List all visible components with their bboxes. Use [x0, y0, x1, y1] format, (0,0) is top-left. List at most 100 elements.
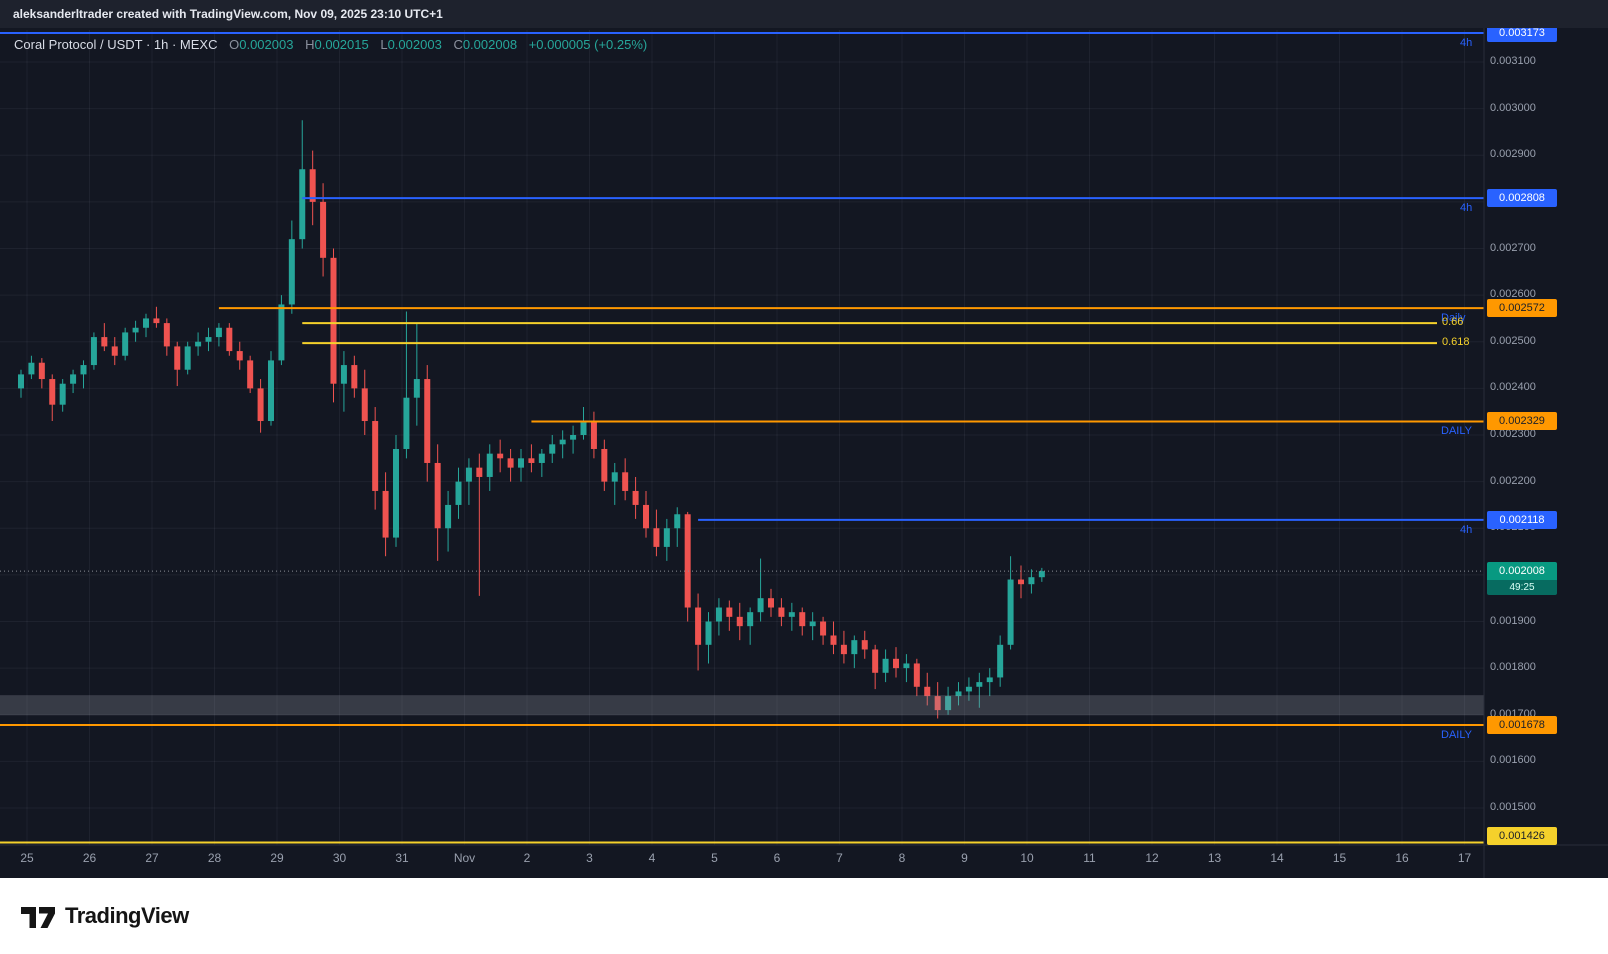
high-label: H — [305, 37, 315, 52]
candle-body — [611, 472, 618, 482]
attribution-bar: aleksanderltrader created with TradingVi… — [0, 0, 1608, 28]
candle-body — [1038, 571, 1045, 578]
candle-body — [18, 374, 24, 389]
candle-body — [747, 612, 754, 627]
candle-body — [476, 467, 483, 477]
candle-body — [163, 323, 170, 347]
candle-body — [976, 682, 983, 687]
candle-body — [70, 374, 77, 384]
candle-body — [330, 257, 337, 384]
candle-body — [997, 644, 1004, 678]
tradingview-logo-icon — [21, 906, 55, 928]
candle-body — [278, 304, 285, 361]
candle-body — [424, 379, 431, 463]
candle-body — [49, 379, 56, 405]
candle-body — [257, 388, 264, 422]
candle-body — [299, 169, 306, 240]
candle-body — [528, 458, 535, 463]
candle-body — [955, 691, 962, 697]
candle-body — [674, 514, 681, 529]
candle-body — [580, 421, 587, 435]
candle-body — [309, 169, 316, 202]
candle-body — [924, 686, 931, 697]
candle-body — [174, 346, 181, 370]
candle-body — [247, 360, 254, 389]
candle-body — [518, 458, 524, 468]
candle-body — [455, 481, 462, 505]
high-value: 0.002015 — [314, 37, 369, 52]
candle-body — [590, 421, 597, 449]
candle-body — [445, 504, 452, 529]
candle-body — [934, 696, 941, 711]
symbol-legend: Coral Protocol / USDT · 1h · MEXC O0.002… — [14, 37, 647, 52]
candle-body — [549, 444, 556, 454]
attribution-text: aleksanderltrader created with TradingVi… — [13, 7, 443, 21]
candle-body — [236, 351, 243, 361]
tradingview-logo-link[interactable]: TradingView — [20, 903, 189, 930]
candle-body — [497, 453, 504, 459]
close-label: C — [453, 37, 463, 52]
candle-body — [403, 397, 410, 449]
candle-body — [1018, 579, 1024, 585]
candle-body — [715, 607, 722, 622]
candle-body — [799, 612, 806, 627]
candle-body — [361, 388, 368, 422]
candle-body — [38, 362, 45, 380]
candle-body — [757, 598, 764, 613]
candle-body — [986, 677, 993, 683]
candle-body — [559, 439, 566, 445]
tradingview-brand-label: TradingView — [65, 903, 189, 928]
candle-body — [153, 318, 160, 324]
candle-body — [570, 435, 577, 440]
low-label: L — [380, 37, 388, 52]
candle-body — [184, 346, 191, 370]
candle-body — [872, 649, 879, 673]
candle-body — [861, 640, 868, 650]
candle-body — [882, 658, 889, 673]
candle-body — [945, 696, 952, 711]
candle-body — [226, 327, 233, 352]
close-value: 0.002008 — [462, 37, 518, 52]
candle-body — [80, 365, 87, 375]
candle-body — [830, 635, 837, 645]
candle-body — [320, 201, 327, 258]
footer-bar: TradingView — [0, 878, 1608, 954]
candle-body — [1028, 577, 1035, 585]
candle-body — [351, 365, 358, 389]
open-value: 0.002003 — [239, 37, 294, 52]
candle-body — [340, 365, 347, 384]
candle-body — [778, 607, 785, 617]
candle-body — [684, 514, 691, 608]
candle-body — [809, 621, 816, 627]
candle-body — [288, 239, 295, 305]
candle-body — [122, 332, 129, 356]
candle-body — [28, 362, 35, 375]
candle-body — [413, 379, 420, 398]
candle-body — [913, 663, 920, 687]
open-label: O — [229, 37, 240, 52]
candle-body — [434, 462, 441, 529]
candle-body — [736, 616, 743, 627]
candle-body — [820, 621, 827, 636]
candle-body — [726, 607, 733, 617]
candle-body — [1007, 579, 1014, 645]
candle-body — [893, 658, 899, 669]
low-value: 0.002003 — [387, 37, 442, 52]
candle-body — [601, 448, 608, 482]
candle-body — [632, 490, 639, 505]
candle-body — [268, 360, 274, 422]
candle-body — [840, 644, 847, 655]
candle-body — [622, 472, 629, 491]
candle-body — [111, 346, 118, 356]
candle-body — [643, 504, 649, 529]
candle-body — [143, 318, 149, 328]
price-zone-rectangle[interactable] — [0, 695, 1484, 716]
candle-body — [851, 640, 858, 655]
symbol-title[interactable]: Coral Protocol / USDT · 1h · MEXC — [14, 37, 218, 52]
candle-body — [486, 453, 493, 477]
candle-body — [393, 448, 399, 538]
candle-body — [538, 453, 545, 463]
candle-body — [788, 612, 795, 617]
candle-body — [695, 607, 702, 645]
